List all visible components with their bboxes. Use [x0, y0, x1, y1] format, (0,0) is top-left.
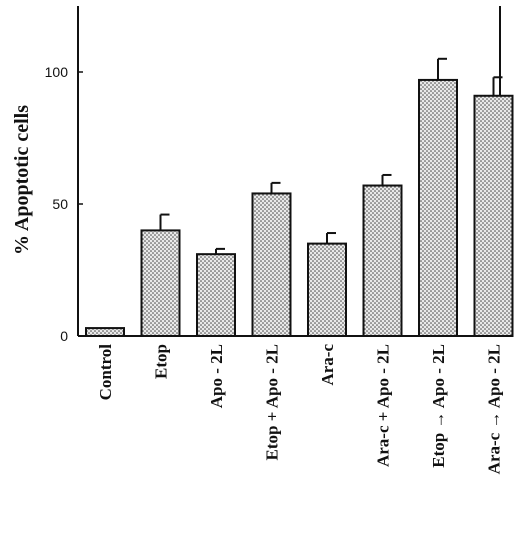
y-tick-label: 100 [45, 64, 69, 80]
category-label: Ara-c → Apo - 2L [485, 344, 504, 474]
bar-3 [251, 192, 292, 337]
y-tick-label: 50 [52, 196, 68, 212]
category-label: Ara-c [318, 344, 337, 386]
bar-2 [196, 253, 236, 337]
category-label: Etop + Apo - 2L [263, 344, 282, 460]
plot-area: 0 50 100 Control Etop Apo - 2L Etop + Apo - 2L… [45, 6, 514, 474]
category-label: Control [96, 344, 115, 401]
category-label: Etop → Apo - 2L [429, 344, 448, 468]
category-label: Etop [152, 344, 171, 379]
y-axis-title: % Apoptotic cells [11, 105, 33, 255]
bar-6 [418, 78, 458, 337]
y-tick-label: 0 [60, 328, 68, 344]
bar-7 [473, 94, 514, 338]
bar-4 [307, 242, 347, 338]
bar-1 [140, 229, 181, 337]
category-label: Apo - 2L [207, 344, 226, 408]
bar-5 [362, 184, 403, 337]
category-label: Ara-c + Apo - 2L [374, 344, 393, 467]
bar-0 [85, 327, 125, 337]
